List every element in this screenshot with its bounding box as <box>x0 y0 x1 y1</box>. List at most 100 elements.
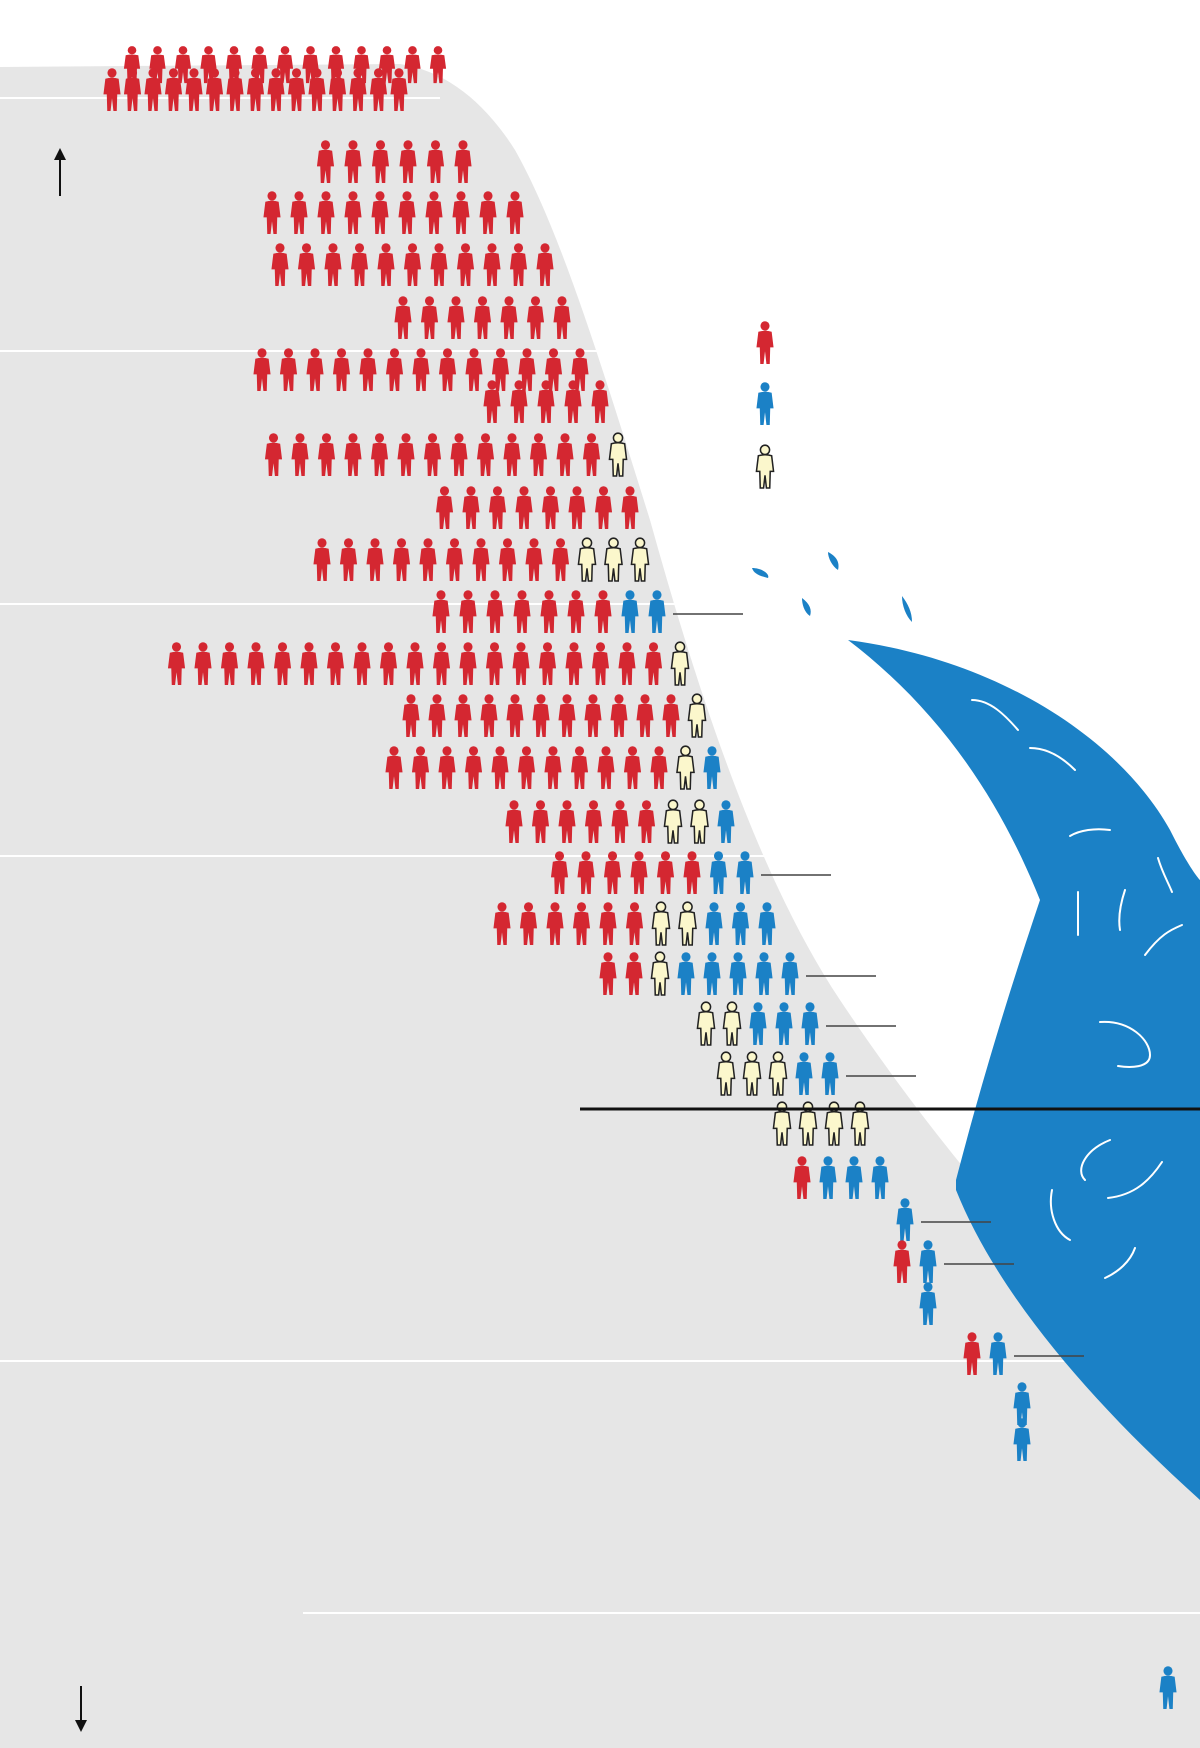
person-icon-democrat <box>989 1332 1007 1376</box>
person-icon-republican <box>279 348 298 392</box>
person-icon-republican <box>558 800 576 844</box>
person-icon-republican <box>963 1332 981 1376</box>
gridlines <box>0 97 1200 1614</box>
person-icon-republican <box>220 642 239 686</box>
legend-swatch-democrat <box>756 382 774 426</box>
person-icon-republican <box>531 800 550 844</box>
person-icon-republican <box>541 486 560 530</box>
person-icon-republican <box>662 694 680 738</box>
person-icon-republican <box>491 746 509 790</box>
person-icon-democrat <box>1013 1382 1031 1426</box>
person-icon-republican <box>438 348 457 392</box>
person-icon-republican <box>419 538 437 582</box>
person-icon-democrat <box>755 952 773 996</box>
person-icon-republican <box>371 140 390 184</box>
person-icon-republican <box>793 1156 811 1200</box>
person-icon-republican <box>426 140 445 184</box>
wave-foam-stroke <box>1104 1247 1136 1279</box>
person-icon-republican <box>506 191 524 235</box>
person-icon-democrat <box>703 746 721 790</box>
person-icon-republican <box>103 68 121 112</box>
person-icon-independent <box>651 901 671 946</box>
legend <box>755 321 775 489</box>
person-icon-republican <box>344 140 362 184</box>
person-icon-republican <box>476 433 495 477</box>
person-icon-republican <box>435 486 454 530</box>
pictogram-marks <box>103 46 1177 1710</box>
person-icon-republican <box>636 694 654 738</box>
person-icon-democrat <box>821 1052 839 1096</box>
person-icon-democrat <box>919 1282 937 1326</box>
person-icon-republican <box>558 694 576 738</box>
person-icon-republican <box>483 380 501 424</box>
person-icon-republican <box>550 851 569 895</box>
person-icon-independent <box>650 951 670 996</box>
person-icon-republican <box>174 46 192 84</box>
person-icon-republican <box>597 746 615 790</box>
person-icon-republican <box>564 380 582 424</box>
wave-droplet <box>802 598 811 616</box>
person-icon-republican <box>378 46 396 84</box>
person-icon-republican <box>271 243 289 287</box>
axis-arrows <box>54 148 87 1732</box>
legend-swatch-independent <box>755 444 775 489</box>
person-icon-republican <box>465 348 483 392</box>
person-icon-republican <box>503 433 521 477</box>
person-icon-independent <box>670 641 690 686</box>
person-icon-independent <box>824 1101 844 1146</box>
person-icon-republican <box>404 46 421 84</box>
person-icon-independent <box>676 745 695 790</box>
person-icon-republican <box>506 694 524 738</box>
person-icon-republican <box>359 348 377 392</box>
person-icon-independent <box>772 1101 792 1146</box>
person-icon-republican <box>385 348 404 392</box>
person-icon-independent <box>768 1051 788 1096</box>
person-icon-republican <box>344 433 362 477</box>
person-icon-republican <box>536 243 554 287</box>
person-icon-republican <box>425 191 443 235</box>
person-icon-democrat <box>648 590 666 634</box>
person-icon-republican <box>513 590 531 634</box>
person-icon-republican <box>371 191 389 235</box>
wave-droplet <box>902 596 912 622</box>
person-icon-republican <box>509 243 528 287</box>
person-icon-republican <box>412 348 430 392</box>
person-icon-republican <box>397 433 415 477</box>
person-icon-republican <box>429 46 447 84</box>
person-icon-democrat <box>1159 1666 1177 1710</box>
person-icon-democrat <box>731 902 750 946</box>
person-icon-republican <box>456 243 475 287</box>
person-icon-republican <box>300 642 318 686</box>
person-icon-republican <box>893 1240 911 1284</box>
person-icon-republican <box>611 800 629 844</box>
person-icon-republican <box>603 851 622 895</box>
wave-body <box>848 640 1200 1500</box>
person-icon-republican <box>287 68 306 112</box>
person-icon-republican <box>488 486 507 530</box>
person-icon-republican <box>167 642 186 686</box>
person-icon-republican <box>316 140 335 184</box>
person-icon-republican <box>565 642 583 686</box>
person-icon-republican <box>594 590 612 634</box>
person-icon-republican <box>538 642 557 686</box>
person-icon-republican <box>411 746 430 790</box>
person-icon-republican <box>584 800 603 844</box>
person-icon-republican <box>392 538 411 582</box>
person-icon-republican <box>544 746 562 790</box>
person-icon-republican <box>568 486 586 530</box>
person-icon-democrat <box>677 952 695 996</box>
person-icon-republican <box>480 694 498 738</box>
person-icon-republican <box>313 538 331 582</box>
person-icon-republican <box>498 538 517 582</box>
person-icon-democrat <box>896 1198 914 1242</box>
person-icon-republican <box>485 642 504 686</box>
person-icon-republican <box>510 380 528 424</box>
person-icon-republican <box>517 746 536 790</box>
person-icon-republican <box>540 590 558 634</box>
annotation-leaders <box>673 613 1084 1357</box>
person-icon-republican <box>328 68 347 112</box>
person-icon-republican <box>500 296 518 340</box>
person-icon-republican <box>123 68 142 112</box>
person-icon-republican <box>379 642 398 686</box>
